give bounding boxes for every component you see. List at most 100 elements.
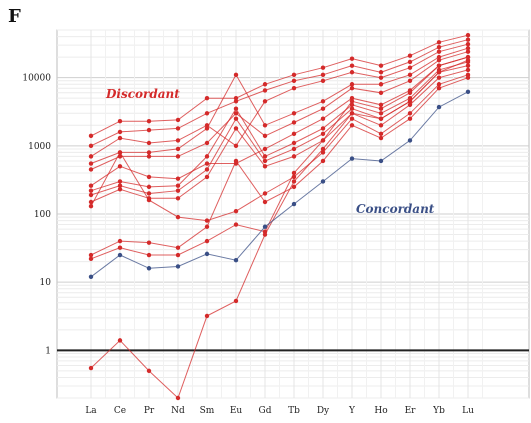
x-axis-ticks: La Ce Pr Nd Sm Eu Gd Tb Dy Y Ho Er Yb Lu xyxy=(85,406,474,416)
series-line xyxy=(90,69,469,203)
data-point xyxy=(465,89,471,95)
data-point xyxy=(204,224,210,229)
data-point xyxy=(349,56,355,61)
series-line xyxy=(90,91,469,278)
series-discordant-4 xyxy=(88,46,471,166)
data-point xyxy=(349,106,355,111)
data-point xyxy=(175,188,181,193)
data-point xyxy=(436,63,442,68)
data-point xyxy=(146,150,152,155)
data-point xyxy=(349,70,355,75)
x-tick-label: La xyxy=(85,406,97,416)
data-point xyxy=(407,102,413,107)
data-point xyxy=(175,154,181,159)
data-point xyxy=(146,368,152,374)
data-point xyxy=(175,196,181,201)
data-point xyxy=(262,146,268,152)
data-point xyxy=(233,72,239,78)
data-point xyxy=(291,86,297,91)
x-tick-label: Er xyxy=(405,406,417,416)
data-point xyxy=(88,256,94,262)
data-point xyxy=(378,111,384,116)
data-point xyxy=(436,58,442,63)
y-tick-label: 1000 xyxy=(28,142,51,152)
data-point xyxy=(146,174,152,180)
data-point xyxy=(349,63,355,68)
data-point xyxy=(349,99,355,104)
data-point xyxy=(262,224,268,229)
data-point xyxy=(349,86,355,91)
data-point xyxy=(320,65,326,70)
data-point xyxy=(262,99,268,104)
data-point xyxy=(233,258,239,263)
y-tick-label: 10000 xyxy=(22,74,51,84)
data-point xyxy=(436,82,442,87)
data-point xyxy=(320,131,326,137)
x-tick-label: Y xyxy=(348,406,356,416)
data-point xyxy=(233,111,239,116)
data-point xyxy=(88,365,94,371)
x-tick-label: Dy xyxy=(317,406,330,416)
data-point xyxy=(117,179,123,184)
series-discordant-5 xyxy=(88,49,471,172)
data-point xyxy=(117,238,123,244)
data-point xyxy=(320,106,326,111)
data-point xyxy=(117,183,123,188)
data-point xyxy=(233,143,239,149)
data-point xyxy=(407,138,413,143)
data-point xyxy=(320,150,326,155)
data-point xyxy=(378,131,384,137)
data-point xyxy=(349,111,355,116)
data-point xyxy=(378,135,384,141)
data-point xyxy=(407,95,413,101)
series-discordant-13 xyxy=(88,58,471,401)
data-point xyxy=(204,126,210,131)
data-point xyxy=(291,131,297,137)
data-point xyxy=(291,201,297,207)
data-point xyxy=(204,111,210,116)
data-point xyxy=(320,116,326,121)
data-point xyxy=(204,251,210,257)
data-point xyxy=(175,138,181,143)
data-point xyxy=(407,90,413,95)
data-point xyxy=(407,116,413,121)
data-point xyxy=(262,82,268,87)
data-point xyxy=(378,106,384,111)
data-point xyxy=(320,138,326,143)
data-point xyxy=(378,123,384,128)
data-point xyxy=(88,274,94,279)
y-axis-ticks: 1 10 100 1000 10000 xyxy=(22,74,51,357)
data-point xyxy=(117,164,123,169)
data-point xyxy=(117,338,123,343)
x-tick-label: Ce xyxy=(114,406,126,416)
data-point xyxy=(204,161,210,166)
data-point xyxy=(378,102,384,107)
data-point xyxy=(407,99,413,104)
data-point xyxy=(146,197,152,203)
series-line xyxy=(90,39,469,147)
data-point xyxy=(88,161,94,166)
data-point xyxy=(146,266,152,271)
series-discordant-2 xyxy=(88,37,471,149)
data-point xyxy=(204,218,210,223)
data-point xyxy=(175,395,181,401)
data-point xyxy=(320,126,326,131)
series-discordant-12 xyxy=(88,54,471,262)
data-point xyxy=(146,118,152,124)
data-point xyxy=(349,123,355,128)
data-point xyxy=(88,133,94,139)
series-line xyxy=(90,77,469,256)
data-point xyxy=(204,167,210,172)
data-point xyxy=(436,75,442,80)
data-point xyxy=(146,252,152,258)
data-point xyxy=(291,72,297,78)
data-point xyxy=(378,63,384,68)
data-point xyxy=(436,49,442,54)
series-discordant-1 xyxy=(88,32,471,139)
data-point xyxy=(117,129,123,135)
data-point xyxy=(407,78,413,83)
x-tick-label: Pr xyxy=(144,406,155,416)
data-point xyxy=(262,154,268,159)
data-point xyxy=(349,95,355,101)
